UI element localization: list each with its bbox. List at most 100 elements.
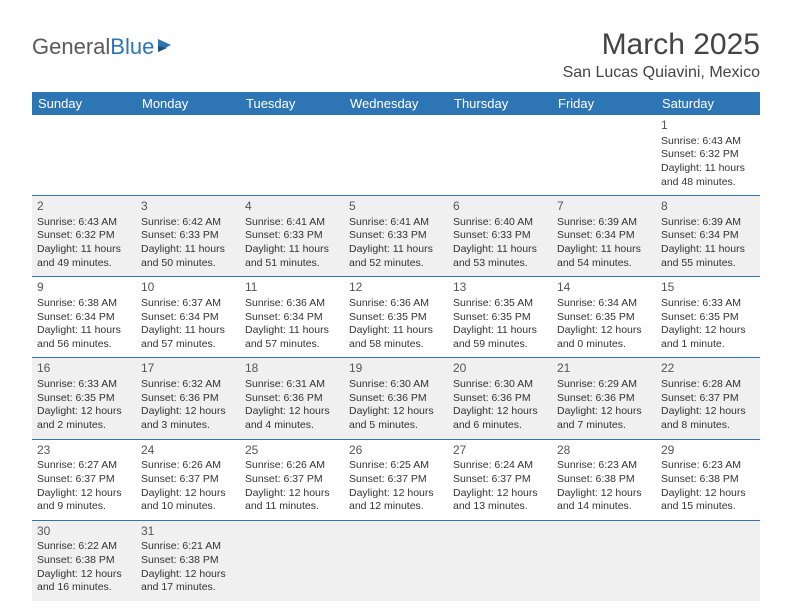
calendar-day-cell: 25Sunrise: 6:26 AMSunset: 6:37 PMDayligh… xyxy=(240,439,344,520)
daylight-text: Daylight: 12 hours and 2 minutes. xyxy=(37,405,131,432)
calendar-day-cell: 31Sunrise: 6:21 AMSunset: 6:38 PMDayligh… xyxy=(136,520,240,601)
daylight-text: Daylight: 12 hours and 16 minutes. xyxy=(37,568,131,595)
calendar-day-cell: 30Sunrise: 6:22 AMSunset: 6:38 PMDayligh… xyxy=(32,520,136,601)
sunset-text: Sunset: 6:36 PM xyxy=(453,392,547,406)
calendar-day-cell: 27Sunrise: 6:24 AMSunset: 6:37 PMDayligh… xyxy=(448,439,552,520)
weekday-header-row: Sunday Monday Tuesday Wednesday Thursday… xyxy=(32,92,760,115)
sunrise-text: Sunrise: 6:23 AM xyxy=(557,459,651,473)
daylight-text: Daylight: 11 hours and 56 minutes. xyxy=(37,324,131,351)
daylight-text: Daylight: 12 hours and 3 minutes. xyxy=(141,405,235,432)
sunrise-text: Sunrise: 6:23 AM xyxy=(661,459,755,473)
day-number: 25 xyxy=(245,443,339,459)
location-label: San Lucas Quiavini, Mexico xyxy=(563,64,760,82)
calendar-day-cell: 4Sunrise: 6:41 AMSunset: 6:33 PMDaylight… xyxy=(240,196,344,277)
sunrise-text: Sunrise: 6:26 AM xyxy=(141,459,235,473)
day-number: 5 xyxy=(349,199,443,215)
logo-text-1: General xyxy=(32,34,110,60)
day-number: 22 xyxy=(661,361,755,377)
sunset-text: Sunset: 6:32 PM xyxy=(37,229,131,243)
sunset-text: Sunset: 6:33 PM xyxy=(141,229,235,243)
sunset-text: Sunset: 6:36 PM xyxy=(141,392,235,406)
sunset-text: Sunset: 6:36 PM xyxy=(557,392,651,406)
sunset-text: Sunset: 6:34 PM xyxy=(245,311,339,325)
daylight-text: Daylight: 12 hours and 12 minutes. xyxy=(349,487,443,514)
day-number: 18 xyxy=(245,361,339,377)
sunset-text: Sunset: 6:36 PM xyxy=(349,392,443,406)
weekday-header: Sunday xyxy=(32,92,136,115)
sunrise-text: Sunrise: 6:42 AM xyxy=(141,216,235,230)
weekday-header: Saturday xyxy=(656,92,760,115)
sunset-text: Sunset: 6:35 PM xyxy=(557,311,651,325)
calendar-week-row: 2Sunrise: 6:43 AMSunset: 6:32 PMDaylight… xyxy=(32,196,760,277)
day-number: 6 xyxy=(453,199,547,215)
day-number: 16 xyxy=(37,361,131,377)
sunrise-text: Sunrise: 6:35 AM xyxy=(453,297,547,311)
daylight-text: Daylight: 11 hours and 52 minutes. xyxy=(349,243,443,270)
calendar-day-cell: 3Sunrise: 6:42 AMSunset: 6:33 PMDaylight… xyxy=(136,196,240,277)
calendar-day-cell xyxy=(656,520,760,601)
flag-icon xyxy=(157,38,177,54)
daylight-text: Daylight: 12 hours and 13 minutes. xyxy=(453,487,547,514)
daylight-text: Daylight: 11 hours and 50 minutes. xyxy=(141,243,235,270)
calendar-table: Sunday Monday Tuesday Wednesday Thursday… xyxy=(32,92,760,601)
sunset-text: Sunset: 6:34 PM xyxy=(661,229,755,243)
day-number: 7 xyxy=(557,199,651,215)
weekday-header: Monday xyxy=(136,92,240,115)
sunset-text: Sunset: 6:34 PM xyxy=(557,229,651,243)
sunset-text: Sunset: 6:37 PM xyxy=(453,473,547,487)
sunrise-text: Sunrise: 6:33 AM xyxy=(37,378,131,392)
sunrise-text: Sunrise: 6:26 AM xyxy=(245,459,339,473)
calendar-day-cell: 17Sunrise: 6:32 AMSunset: 6:36 PMDayligh… xyxy=(136,358,240,439)
calendar-day-cell: 7Sunrise: 6:39 AMSunset: 6:34 PMDaylight… xyxy=(552,196,656,277)
sunset-text: Sunset: 6:35 PM xyxy=(37,392,131,406)
calendar-day-cell: 13Sunrise: 6:35 AMSunset: 6:35 PMDayligh… xyxy=(448,277,552,358)
daylight-text: Daylight: 11 hours and 53 minutes. xyxy=(453,243,547,270)
calendar-page: GeneralBlue March 2025 San Lucas Quiavin… xyxy=(0,0,792,611)
logo: GeneralBlue xyxy=(32,28,177,60)
sunrise-text: Sunrise: 6:41 AM xyxy=(245,216,339,230)
sunrise-text: Sunrise: 6:30 AM xyxy=(453,378,547,392)
day-number: 31 xyxy=(141,524,235,540)
sunrise-text: Sunrise: 6:40 AM xyxy=(453,216,547,230)
weekday-header: Thursday xyxy=(448,92,552,115)
sunrise-text: Sunrise: 6:43 AM xyxy=(661,135,755,149)
calendar-day-cell: 8Sunrise: 6:39 AMSunset: 6:34 PMDaylight… xyxy=(656,196,760,277)
daylight-text: Daylight: 11 hours and 54 minutes. xyxy=(557,243,651,270)
calendar-day-cell xyxy=(552,520,656,601)
calendar-day-cell xyxy=(240,115,344,196)
daylight-text: Daylight: 12 hours and 15 minutes. xyxy=(661,487,755,514)
sunset-text: Sunset: 6:33 PM xyxy=(453,229,547,243)
day-number: 12 xyxy=(349,280,443,296)
daylight-text: Daylight: 12 hours and 7 minutes. xyxy=(557,405,651,432)
daylight-text: Daylight: 11 hours and 57 minutes. xyxy=(245,324,339,351)
daylight-text: Daylight: 12 hours and 5 minutes. xyxy=(349,405,443,432)
sunset-text: Sunset: 6:37 PM xyxy=(349,473,443,487)
daylight-text: Daylight: 12 hours and 8 minutes. xyxy=(661,405,755,432)
calendar-day-cell: 20Sunrise: 6:30 AMSunset: 6:36 PMDayligh… xyxy=(448,358,552,439)
daylight-text: Daylight: 12 hours and 14 minutes. xyxy=(557,487,651,514)
sunset-text: Sunset: 6:38 PM xyxy=(557,473,651,487)
sunset-text: Sunset: 6:38 PM xyxy=(37,554,131,568)
sunset-text: Sunset: 6:37 PM xyxy=(37,473,131,487)
day-number: 3 xyxy=(141,199,235,215)
calendar-day-cell xyxy=(344,520,448,601)
weekday-header: Friday xyxy=(552,92,656,115)
calendar-week-row: 16Sunrise: 6:33 AMSunset: 6:35 PMDayligh… xyxy=(32,358,760,439)
calendar-day-cell: 14Sunrise: 6:34 AMSunset: 6:35 PMDayligh… xyxy=(552,277,656,358)
sunset-text: Sunset: 6:33 PM xyxy=(349,229,443,243)
sunrise-text: Sunrise: 6:30 AM xyxy=(349,378,443,392)
sunset-text: Sunset: 6:37 PM xyxy=(661,392,755,406)
sunset-text: Sunset: 6:35 PM xyxy=(349,311,443,325)
day-number: 4 xyxy=(245,199,339,215)
daylight-text: Daylight: 12 hours and 4 minutes. xyxy=(245,405,339,432)
day-number: 26 xyxy=(349,443,443,459)
daylight-text: Daylight: 12 hours and 10 minutes. xyxy=(141,487,235,514)
day-number: 28 xyxy=(557,443,651,459)
weekday-header: Tuesday xyxy=(240,92,344,115)
sunrise-text: Sunrise: 6:34 AM xyxy=(557,297,651,311)
calendar-day-cell xyxy=(136,115,240,196)
day-number: 24 xyxy=(141,443,235,459)
month-title: March 2025 xyxy=(563,28,760,62)
calendar-day-cell: 9Sunrise: 6:38 AMSunset: 6:34 PMDaylight… xyxy=(32,277,136,358)
sunrise-text: Sunrise: 6:22 AM xyxy=(37,540,131,554)
